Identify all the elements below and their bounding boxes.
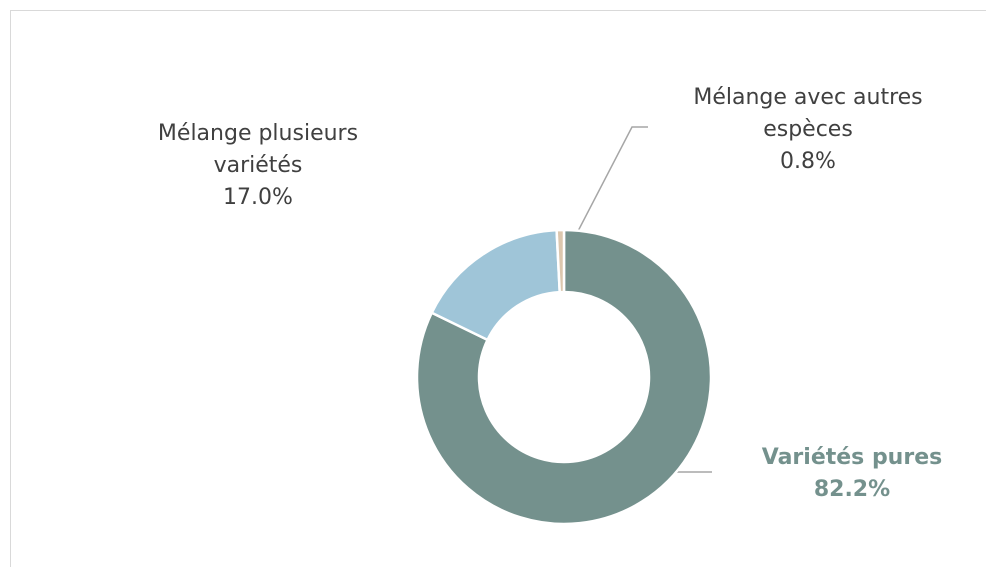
value-label: 0.8% xyxy=(780,149,836,174)
slice-label: Mélange avec autres espèces 0.8% xyxy=(653,82,963,178)
category-label: Mélange avec autres espèces xyxy=(693,85,923,142)
category-label: Variétés pures xyxy=(761,445,943,470)
chart-frame xyxy=(10,10,986,567)
category-label: Mélange plusieurs variétés xyxy=(157,121,359,178)
donut-slice xyxy=(415,228,713,526)
donut-slice xyxy=(555,228,566,294)
slice-label: Mélange plusieurs variétés 17.0% xyxy=(128,118,388,214)
value-label: 82.2% xyxy=(813,477,891,502)
slice-label: Variétés pures 82.2% xyxy=(712,442,986,506)
leader-line xyxy=(561,126,648,263)
value-label: 17.0% xyxy=(223,185,293,210)
donut-slice xyxy=(430,228,562,342)
